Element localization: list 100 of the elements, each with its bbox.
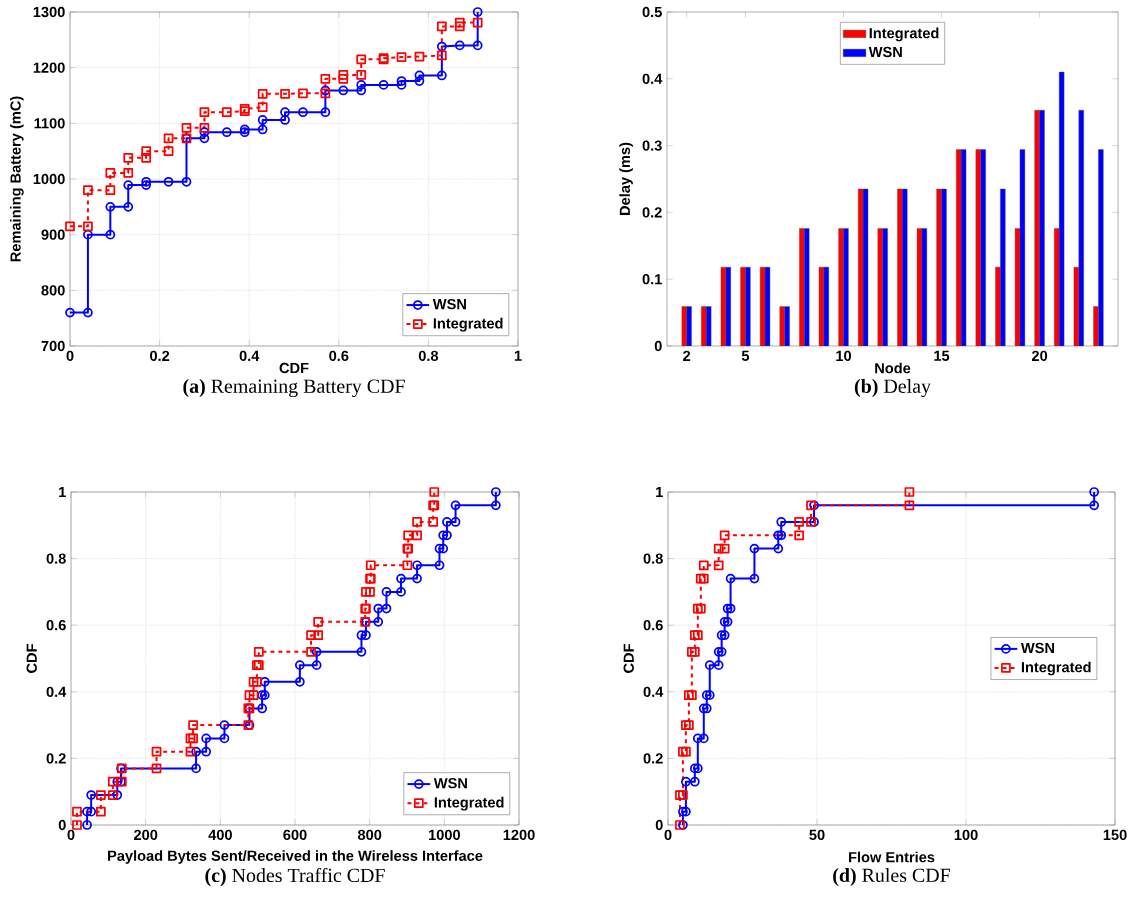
- point: [749, 543, 760, 554]
- x-tick-label: 0.2: [150, 350, 170, 362]
- point: [320, 107, 331, 118]
- point: [248, 690, 259, 700]
- point: [199, 107, 210, 118]
- point: [414, 51, 425, 62]
- point: [403, 530, 413, 541]
- text: (a) Remaining Battery CDF: [183, 378, 405, 398]
- y-tick-label: 0.8: [46, 553, 66, 564]
- point: [412, 573, 422, 584]
- point: [356, 85, 367, 96]
- point: [298, 107, 308, 118]
- point: [257, 102, 268, 113]
- legend-label: WSN: [432, 298, 466, 310]
- point: [181, 176, 192, 187]
- point: [107, 776, 118, 787]
- point: [428, 517, 439, 527]
- legend-label: WSN: [1020, 642, 1055, 654]
- point: [725, 573, 736, 584]
- point: [248, 676, 259, 687]
- point: [112, 776, 123, 787]
- point: [442, 530, 452, 541]
- point: [306, 630, 316, 641]
- point: [719, 543, 730, 554]
- y-tick-label: 1100: [34, 118, 65, 129]
- point: [320, 73, 331, 84]
- point: [356, 630, 367, 641]
- point: [713, 560, 724, 571]
- x-tick-label: 0.6: [329, 350, 349, 362]
- x-tick-label: 0: [67, 829, 75, 841]
- point: [396, 52, 407, 62]
- x-tick-label: 5: [741, 350, 750, 361]
- point: [396, 76, 407, 86]
- y-tick-label: 1300: [33, 6, 65, 18]
- point: [244, 690, 255, 700]
- point: [454, 17, 465, 28]
- point: [141, 146, 152, 157]
- y-tick-label: 0.2: [46, 753, 66, 764]
- point: [259, 676, 270, 687]
- point: [442, 517, 452, 527]
- point: [221, 107, 232, 118]
- y-tick-label: 900: [41, 229, 65, 240]
- point: [298, 88, 308, 99]
- point: [454, 21, 465, 32]
- point: [776, 517, 787, 527]
- point: [450, 517, 461, 527]
- x-axis-title: Payload Bytes Sent/Received in the Wireless Interface: [108, 850, 483, 864]
- point: [719, 530, 730, 541]
- point: [280, 115, 290, 125]
- point: [257, 115, 268, 125]
- point: [794, 530, 805, 541]
- x-tick-label: 400: [208, 829, 232, 841]
- x-tick-label: 0: [664, 829, 672, 841]
- y-tick-label: 0: [58, 819, 66, 831]
- y-tick-label: 0.4: [642, 73, 663, 84]
- point: [438, 543, 449, 554]
- point: [294, 676, 305, 687]
- y-tick-label: 0.2: [643, 753, 663, 764]
- y-tick-label: 0.6: [46, 620, 66, 631]
- point: [704, 660, 715, 671]
- point: [396, 573, 406, 584]
- point: [1089, 500, 1100, 511]
- point: [201, 733, 212, 744]
- point: [450, 500, 461, 511]
- x-tick-label: 15: [934, 350, 950, 361]
- legend-label: WSN: [868, 46, 902, 58]
- point: [794, 517, 805, 527]
- point: [105, 201, 116, 212]
- point: [490, 500, 501, 511]
- point: [713, 660, 724, 671]
- point: [72, 820, 82, 830]
- y-tick-label: 0.2: [642, 207, 662, 218]
- y-tick-label: 1: [59, 486, 66, 498]
- point: [338, 70, 349, 80]
- legend-label: Integrated: [433, 317, 503, 332]
- y-tick-label: 800: [41, 285, 65, 296]
- point: [72, 806, 82, 817]
- point: [313, 630, 324, 641]
- point: [181, 122, 192, 133]
- point: [219, 720, 230, 730]
- point: [83, 307, 93, 318]
- point: [698, 560, 709, 571]
- y-axis-title: CDF: [623, 644, 634, 673]
- point: [396, 80, 407, 90]
- x-tick-label: 600: [283, 829, 307, 841]
- point: [199, 122, 210, 133]
- x-tick-label: 1000: [429, 829, 460, 841]
- point: [434, 560, 445, 571]
- point: [904, 487, 915, 497]
- point: [191, 746, 201, 757]
- point: [105, 229, 116, 240]
- point: [112, 790, 123, 800]
- x-axis-title: CDF: [279, 362, 309, 374]
- point: [219, 733, 230, 744]
- point: [749, 573, 760, 584]
- point: [311, 660, 322, 671]
- point: [201, 746, 212, 757]
- y-axis-title: Delay (ms): [619, 142, 633, 215]
- point: [141, 152, 152, 163]
- x-tick-label: 2: [683, 350, 691, 361]
